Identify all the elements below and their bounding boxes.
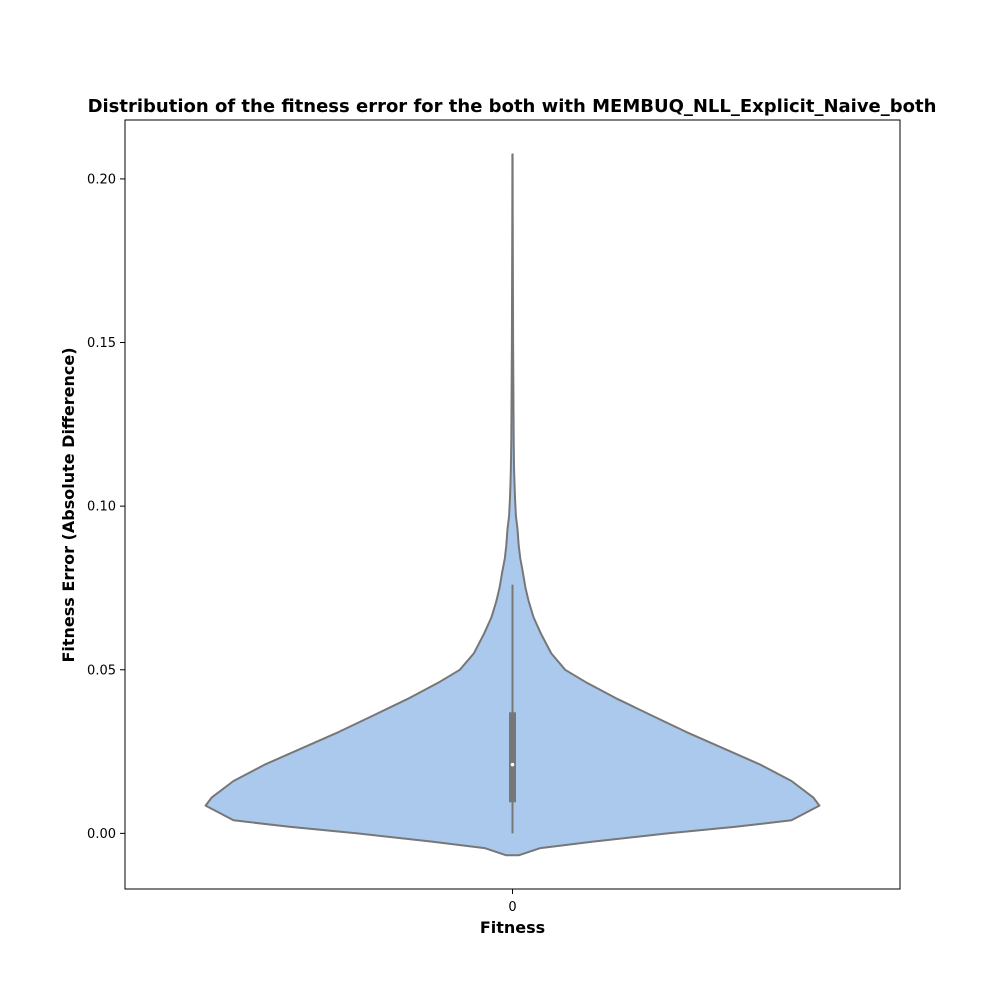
x-axis-label: Fitness <box>480 918 545 937</box>
plot-area <box>204 153 821 857</box>
violin-body <box>204 153 821 857</box>
y-tick-label: 0.15 <box>87 336 116 351</box>
y-tick-label: 0.00 <box>87 827 116 842</box>
chart-title: Distribution of the fitness error for th… <box>88 96 937 117</box>
y-tick-label: 0.20 <box>87 172 116 187</box>
y-axis: 0.00 0.05 0.10 0.15 0.20 <box>87 172 125 842</box>
x-axis: 0 <box>508 889 517 915</box>
y-tick-label: 0.10 <box>87 500 116 515</box>
y-tick-label: 0.05 <box>87 663 116 678</box>
x-tick-label: 0 <box>508 900 516 915</box>
median-marker <box>510 762 515 767</box>
y-axis-label: Fitness Error (Absolute Difference) <box>59 347 78 662</box>
box-iqr <box>509 712 516 803</box>
